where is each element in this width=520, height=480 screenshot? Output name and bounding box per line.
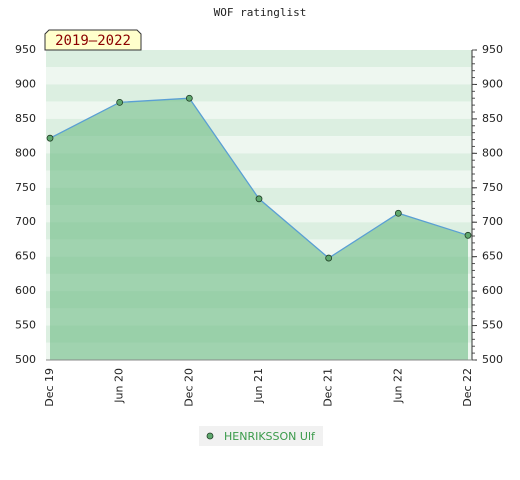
y-tick-label: 550 (15, 319, 36, 332)
y-tick-label: 950 (15, 43, 36, 56)
chart-title: WOF ratinglist (214, 6, 307, 19)
y-tick-label: 900 (15, 77, 36, 90)
legend-marker (206, 432, 214, 440)
x-tick-label: Dec 20 (182, 368, 195, 407)
background-band (46, 50, 472, 68)
point (46, 134, 54, 142)
legend-label: HENRIKSSON Ulf (224, 430, 316, 443)
x-tick-label: Jun 21 (252, 368, 265, 404)
y2-tick-label: 750 (482, 181, 503, 194)
annotation: 2019–2022 (55, 33, 131, 49)
y2-tick-label: 650 (482, 250, 503, 263)
x-tick-label: Jun 20 (113, 368, 126, 404)
y-tick-label: 800 (15, 146, 36, 159)
point (255, 195, 263, 203)
point (464, 231, 472, 239)
x-tick-label: Dec 22 (461, 368, 474, 407)
y2-tick-label: 950 (482, 43, 503, 56)
x-tick-label: Jun 22 (391, 368, 404, 404)
y2-tick-label: 500 (482, 353, 503, 366)
y2-tick-label: 600 (482, 284, 503, 297)
y-tick-label: 750 (15, 181, 36, 194)
y-tick-label: 500 (15, 353, 36, 366)
x-tick-label: Dec 19 (43, 368, 56, 407)
y2-tick-label: 850 (482, 112, 503, 125)
y2-tick-label: 700 (482, 215, 503, 228)
point (325, 254, 333, 262)
point (394, 209, 402, 217)
point (185, 94, 193, 102)
y2-tick-label: 800 (482, 146, 503, 159)
y2-tick-label: 550 (482, 319, 503, 332)
y-tick-label: 700 (15, 215, 36, 228)
annotation-box (44, 29, 142, 51)
y-tick-label: 650 (15, 250, 36, 263)
x-tick-label: Dec 21 (322, 368, 335, 407)
point (116, 98, 124, 106)
y-tick-label: 600 (15, 284, 36, 297)
background-band (46, 84, 472, 102)
legend-box (199, 426, 323, 446)
background-band (46, 67, 472, 85)
area (50, 98, 468, 360)
y-tick-label: 850 (15, 112, 36, 125)
y2-tick-label: 900 (482, 77, 503, 90)
